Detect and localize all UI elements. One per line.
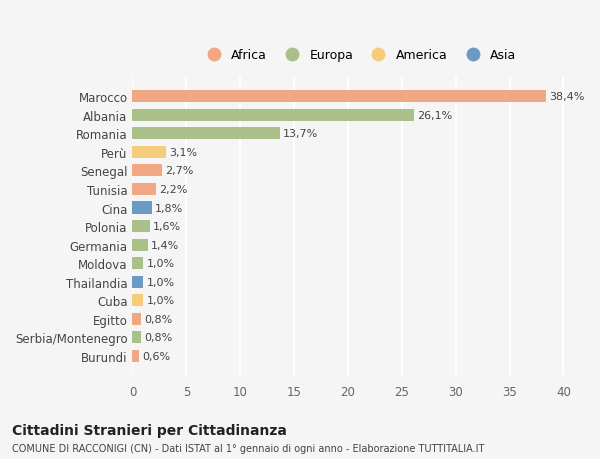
Bar	[133, 220, 150, 233]
Text: 2,2%: 2,2%	[160, 185, 188, 195]
Text: 0,6%: 0,6%	[142, 351, 170, 361]
Bar	[133, 146, 166, 159]
Text: 3,1%: 3,1%	[169, 148, 197, 157]
Bar	[133, 257, 143, 269]
Text: 26,1%: 26,1%	[417, 111, 452, 121]
Bar	[133, 110, 413, 122]
Bar	[133, 202, 152, 214]
Bar	[133, 295, 143, 307]
Text: 1,0%: 1,0%	[146, 277, 175, 287]
Bar	[133, 331, 141, 343]
Text: 0,8%: 0,8%	[145, 332, 173, 342]
Text: 1,8%: 1,8%	[155, 203, 184, 213]
Text: 13,7%: 13,7%	[283, 129, 319, 139]
Bar	[133, 184, 156, 196]
Bar	[133, 165, 161, 177]
Text: Cittadini Stranieri per Cittadinanza: Cittadini Stranieri per Cittadinanza	[12, 423, 287, 437]
Text: 1,0%: 1,0%	[146, 296, 175, 305]
Text: 1,4%: 1,4%	[151, 240, 179, 250]
Bar	[133, 350, 139, 362]
Bar	[133, 239, 148, 251]
Text: 2,7%: 2,7%	[165, 166, 193, 176]
Bar	[133, 276, 143, 288]
Text: 1,0%: 1,0%	[146, 258, 175, 269]
Bar	[133, 128, 280, 140]
Bar	[133, 91, 546, 103]
Legend: Africa, Europa, America, Asia: Africa, Europa, America, Asia	[197, 45, 520, 66]
Text: 0,8%: 0,8%	[145, 314, 173, 324]
Text: 1,6%: 1,6%	[153, 222, 181, 231]
Text: 38,4%: 38,4%	[550, 92, 585, 102]
Bar	[133, 313, 141, 325]
Text: COMUNE DI RACCONIGI (CN) - Dati ISTAT al 1° gennaio di ogni anno - Elaborazione : COMUNE DI RACCONIGI (CN) - Dati ISTAT al…	[12, 443, 484, 453]
